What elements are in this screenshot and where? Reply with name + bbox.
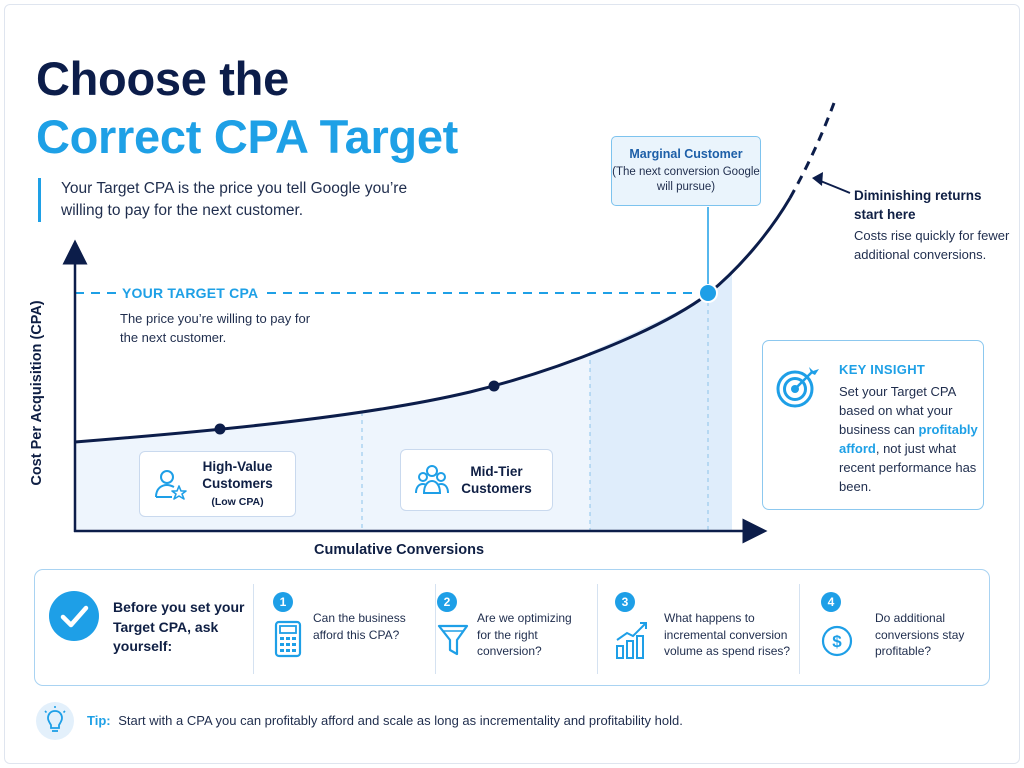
key-insight-body: Set your Target CPA based on what your b… bbox=[839, 384, 978, 494]
marginal-band-fill bbox=[590, 270, 732, 530]
segment-mid-tier: Mid-Tier Customers bbox=[400, 449, 553, 511]
question-3-text: What happens to incremental conversion v… bbox=[664, 611, 791, 658]
marginal-customer-subtitle: (The next conversion Google will pursue) bbox=[612, 166, 760, 193]
growth-chart-icon bbox=[616, 622, 647, 659]
user-star-icon bbox=[155, 470, 187, 500]
segment-high-value-subtitle: (Low CPA) bbox=[211, 495, 264, 508]
lightbulb-icon bbox=[36, 702, 74, 740]
question-3: 3 What happens to incremental conversion… bbox=[615, 592, 805, 672]
key-insight-card: KEY INSIGHT Set your Target CPA based on… bbox=[762, 340, 984, 510]
marginal-customer-title: Marginal Customer bbox=[629, 147, 743, 161]
intro-text: Your Target CPA is the price you tell Go… bbox=[38, 178, 408, 222]
calculator-icon bbox=[274, 620, 302, 658]
checklist-heading: Before you set your Target CPA, ask your… bbox=[113, 599, 245, 654]
question-4-text: Do additional conversions stay profitabl… bbox=[875, 611, 965, 658]
tip-body: Start with a CPA you can profitably affo… bbox=[118, 713, 683, 728]
tip-label: Tip: bbox=[87, 713, 111, 728]
question-2-number: 2 bbox=[437, 592, 457, 612]
question-2: 2 Are we optimizing for the right conver… bbox=[437, 592, 587, 672]
dollar-coin-icon: $ bbox=[821, 625, 853, 657]
curve-point-mid-tier bbox=[488, 380, 500, 392]
x-axis-label: Cumulative Conversions bbox=[314, 542, 485, 558]
question-2-text: Are we optimizing for the right conversi… bbox=[477, 611, 572, 658]
check-circle-icon bbox=[49, 591, 99, 641]
marginal-point bbox=[700, 285, 716, 301]
diminishing-arrow bbox=[817, 179, 851, 194]
svg-text:$: $ bbox=[832, 632, 842, 651]
question-1-number: 1 bbox=[273, 592, 293, 612]
tip-bar: Tip: Start with a CPA you can profitably… bbox=[36, 702, 986, 740]
title-line-1: Choose the bbox=[36, 52, 289, 105]
marginal-customer-callout: Marginal Customer (The next conversion G… bbox=[611, 136, 761, 206]
segment-high-value-title: High-Value Customers bbox=[202, 458, 273, 491]
question-4-number: 4 bbox=[821, 592, 841, 612]
tip-text: Tip: Start with a CPA you can profitably… bbox=[87, 713, 683, 728]
target-cpa-label: YOUR TARGET CPA bbox=[118, 285, 263, 301]
checklist-divider bbox=[799, 584, 800, 674]
funnel-icon bbox=[437, 624, 469, 656]
question-3-number: 3 bbox=[615, 592, 635, 612]
page-title: Choose the Correct CPA Target bbox=[36, 50, 458, 166]
checklist-divider bbox=[253, 584, 254, 674]
cpa-curve bbox=[74, 197, 792, 444]
diminishing-returns-description: Costs rise quickly for fewer additional … bbox=[854, 228, 1010, 262]
question-4: 4 $ Do additional conversions stay profi… bbox=[821, 592, 981, 672]
key-insight-title: KEY INSIGHT bbox=[839, 362, 926, 377]
target-icon bbox=[776, 367, 819, 408]
curve-point-high-value bbox=[214, 423, 226, 435]
question-1-text: Can the business afford this CPA? bbox=[313, 611, 406, 642]
question-1: 1 Can the business afford this CPA? bbox=[273, 592, 423, 672]
target-cpa-description: The price you’re willing to pay for the … bbox=[120, 311, 311, 345]
segment-high-value: High-Value Customers (Low CPA) bbox=[139, 451, 296, 517]
segment-mid-tier-title: Mid-Tier Customers bbox=[461, 464, 532, 496]
key-insight-highlight: profitably afford bbox=[839, 422, 978, 456]
checklist-divider bbox=[597, 584, 598, 674]
before-you-set-checklist: Before you set your Target CPA, ask your… bbox=[34, 569, 990, 686]
diminishing-returns-title: Diminishing returns start here bbox=[854, 188, 982, 222]
title-line-2: Correct CPA Target bbox=[36, 110, 459, 163]
checklist-divider bbox=[435, 584, 436, 674]
users-group-icon bbox=[415, 465, 449, 494]
cpa-curve-projection bbox=[788, 102, 836, 199]
diminishing-arrow-head bbox=[812, 172, 823, 186]
